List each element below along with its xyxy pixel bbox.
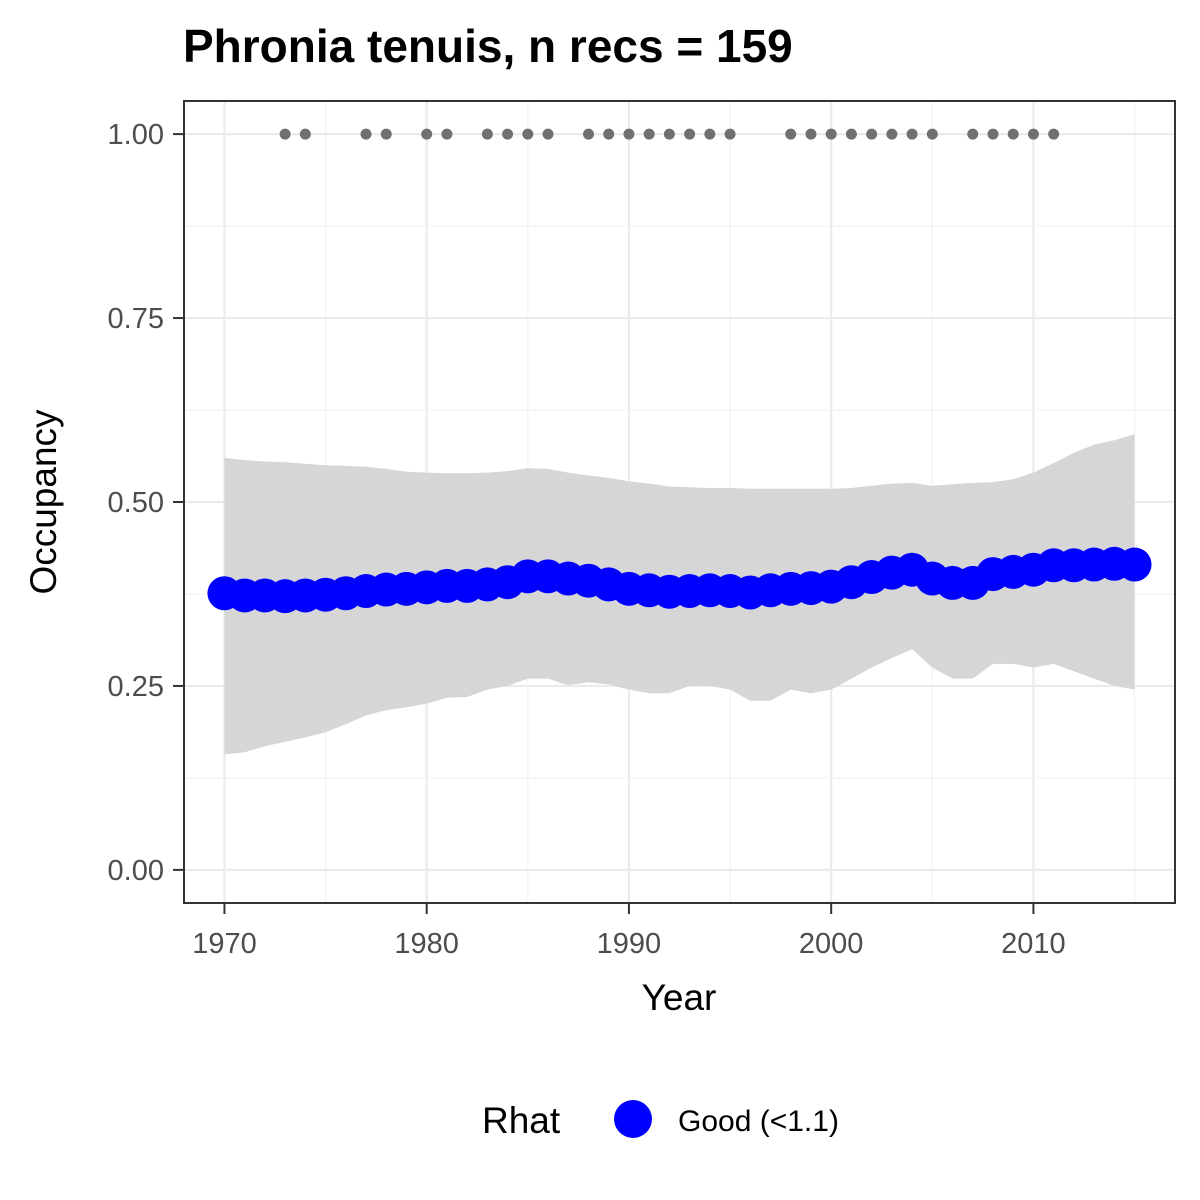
record-dot	[299, 128, 311, 140]
record-dot	[522, 128, 534, 140]
record-dot	[785, 128, 797, 140]
legend: Rhat Good (<1.1)	[482, 1100, 839, 1141]
legend-label-good: Good (<1.1)	[678, 1105, 839, 1138]
record-dot	[360, 128, 372, 140]
record-dot	[967, 128, 979, 140]
record-dot	[603, 128, 615, 140]
x-tick-label: 1980	[394, 928, 459, 960]
record-dot	[643, 128, 655, 140]
record-dot	[380, 128, 392, 140]
record-dots-layer	[279, 128, 1060, 140]
record-dot	[926, 128, 938, 140]
record-dot	[906, 128, 918, 140]
record-dot	[805, 128, 817, 140]
record-dot	[582, 128, 594, 140]
y-tick-label: 1.00	[108, 119, 164, 151]
x-tick-label: 1990	[597, 928, 662, 960]
legend-key-good	[614, 1100, 652, 1138]
record-dot	[623, 128, 635, 140]
x-axis-title: Year	[642, 977, 717, 1018]
y-tick-label: 0.00	[108, 855, 164, 887]
record-dot	[866, 128, 878, 140]
record-dot	[825, 128, 837, 140]
legend-title: Rhat	[482, 1100, 561, 1141]
record-dot	[886, 128, 898, 140]
x-tick-label: 2000	[799, 928, 864, 960]
axis-ticks: 1970 1980 1990 2000 2010 0.00 0.25 0.50 0.75 1.00	[108, 119, 1066, 960]
x-tick-label: 2010	[1001, 928, 1066, 960]
record-dot	[1048, 128, 1060, 140]
record-dot	[845, 128, 857, 140]
record-dot	[704, 128, 716, 140]
x-tick-label: 1970	[192, 928, 257, 960]
record-dot	[1027, 128, 1039, 140]
record-dot	[542, 128, 554, 140]
y-tick-label: 0.50	[108, 487, 164, 519]
record-dot	[481, 128, 493, 140]
occupancy-points-layer	[207, 546, 1152, 614]
record-dot	[279, 128, 291, 140]
record-dot	[441, 128, 453, 140]
record-dot	[1007, 128, 1019, 140]
y-tick-label: 0.75	[108, 303, 164, 335]
chart-title: Phronia tenuis, n recs = 159	[183, 20, 793, 72]
record-dot	[663, 128, 675, 140]
record-dot	[724, 128, 736, 140]
record-dot	[421, 128, 433, 140]
record-dot	[684, 128, 696, 140]
y-tick-label: 0.25	[108, 671, 164, 703]
record-dot	[502, 128, 514, 140]
y-axis-title: Occupancy	[23, 409, 64, 595]
record-dot	[987, 128, 999, 140]
occupancy-point	[1117, 547, 1152, 582]
